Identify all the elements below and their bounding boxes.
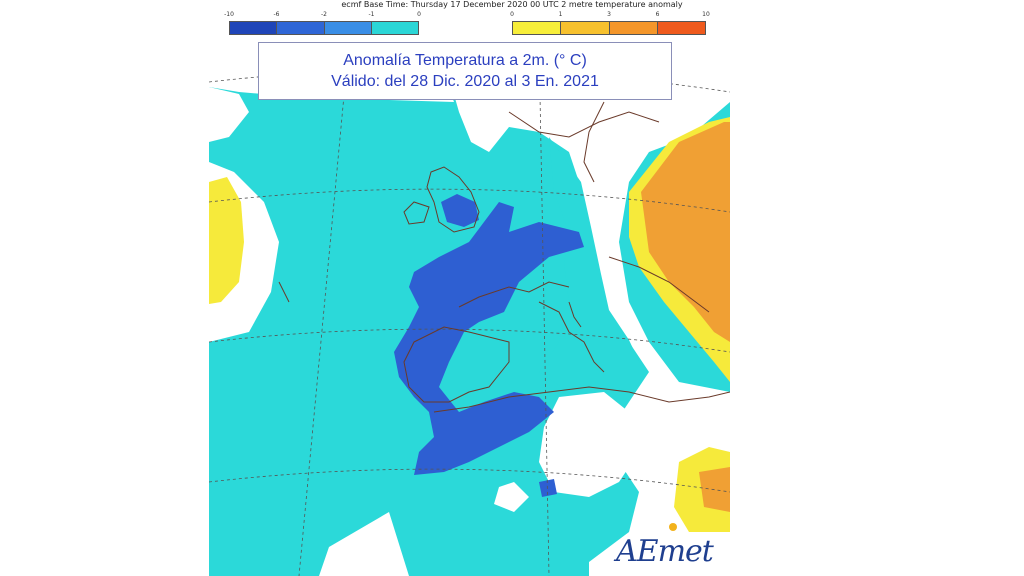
white-area-north-africa	[539, 392, 639, 497]
warm-scale-swatch	[561, 22, 610, 34]
yellow-anomaly-west	[209, 177, 244, 304]
white-area-east	[439, 42, 730, 576]
warm-scale-tick: 6	[655, 11, 660, 18]
white-area-nw	[209, 87, 249, 142]
warm-scale-bar	[512, 21, 706, 35]
map-svg	[209, 42, 730, 576]
cold-scale-swatch	[371, 22, 418, 34]
anomaly-map	[209, 42, 730, 576]
cold-scale-tick: -6	[273, 11, 280, 18]
cyan-area-central-europe	[539, 137, 644, 430]
warm-scale-tick: 3	[607, 11, 611, 18]
sun-icon	[669, 523, 677, 531]
cold-scale-tick: -1	[368, 11, 375, 18]
blue-anomaly-iberia-france	[394, 202, 584, 475]
cold-scale-tick: -10	[224, 11, 234, 18]
blue-anomaly-africa	[539, 479, 557, 497]
cold-scale-ticks: -10 -6 -2 -1 0	[224, 11, 421, 21]
warm-scale-tick: 0	[510, 11, 514, 18]
warm-scale-swatch	[513, 22, 562, 34]
cold-scale: -10 -6 -2 -1 0	[224, 11, 421, 37]
warm-scale-tick: 10	[702, 11, 710, 18]
cold-scale-tick: -2	[321, 11, 327, 18]
warm-scale-swatch	[609, 22, 658, 34]
map-valid-period: Válido: del 28 Dic. 2020 al 3 En. 2021	[331, 73, 599, 90]
map-header: ecmf Base Time: Thursday 17 December 202…	[0, 0, 1024, 40]
cold-scale-bar	[229, 21, 419, 35]
warm-scale-swatch	[657, 22, 705, 34]
map-title: Anomalía Temperatura a 2m. (° C)	[343, 52, 587, 69]
cold-scale-swatch	[230, 22, 278, 34]
warm-scale-ticks: 0 1 3 6 10	[510, 11, 710, 21]
blue-anomaly-britain	[441, 194, 479, 227]
orange-anomaly-east	[641, 122, 730, 342]
warm-scale: 0 1 3 6 10	[510, 11, 710, 37]
cold-scale-swatch	[324, 22, 372, 34]
cold-scale-swatch	[277, 22, 325, 34]
coastlines	[278, 101, 730, 413]
aemet-logo: AEmet	[616, 534, 714, 569]
white-patch-africa	[494, 482, 529, 512]
header-text: ecmf Base Time: Thursday 17 December 202…	[341, 0, 683, 9]
cold-scale-tick: 0	[417, 11, 421, 18]
warm-scale-tick: 1	[558, 11, 563, 18]
map-title-box: Anomalía Temperatura a 2m. (° C) Válido:…	[258, 42, 672, 100]
white-area-south	[319, 512, 409, 576]
